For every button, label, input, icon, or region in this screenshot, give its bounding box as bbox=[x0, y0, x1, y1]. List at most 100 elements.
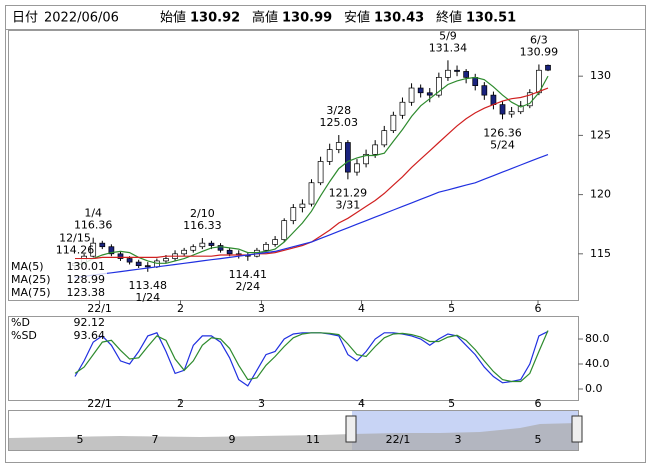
y-tick-label: 80.0 bbox=[585, 332, 610, 345]
field-value: 130.92 bbox=[190, 11, 240, 26]
candle-body bbox=[472, 77, 479, 87]
candle-body bbox=[381, 130, 388, 146]
candle-body bbox=[99, 242, 106, 248]
field-value: 130.51 bbox=[466, 11, 516, 26]
annotation-date: 2/24 bbox=[235, 280, 260, 293]
candle-body bbox=[117, 253, 124, 259]
x-tick-label: 6 bbox=[534, 397, 541, 410]
annotation-price: 114.26 bbox=[56, 244, 95, 257]
legend-name: MA(5) bbox=[11, 260, 44, 273]
navigator-label: 5 bbox=[535, 433, 542, 446]
candle-body bbox=[181, 249, 188, 255]
candle-body bbox=[372, 144, 379, 155]
annotation-price: 130.99 bbox=[520, 45, 559, 58]
annotation-price: 114.41 bbox=[229, 268, 268, 281]
x-tick-label: 4 bbox=[358, 302, 365, 315]
annotation-price: 116.36 bbox=[74, 219, 113, 232]
candle-body bbox=[481, 85, 488, 96]
date-label: 日付 bbox=[12, 11, 38, 26]
navigator-handle[interactable] bbox=[571, 415, 583, 443]
candle-body bbox=[263, 243, 269, 251]
candle-body bbox=[272, 239, 278, 245]
annotation-price: 125.03 bbox=[320, 116, 359, 129]
candle-body bbox=[490, 94, 497, 105]
candle-body bbox=[190, 246, 197, 251]
annotation-price: 131.34 bbox=[429, 41, 468, 54]
candle-body bbox=[517, 105, 524, 113]
y-tick-label: 115 bbox=[590, 247, 611, 260]
date: 2022/06/06 bbox=[44, 11, 119, 26]
candle-body bbox=[526, 92, 533, 107]
legend-name: %SD bbox=[11, 329, 37, 342]
field-label: 始値 bbox=[160, 10, 186, 26]
annotation-date: 3/28 bbox=[326, 104, 351, 117]
x-tick-label: 3 bbox=[258, 302, 265, 315]
y-tick-label: 120 bbox=[590, 188, 611, 201]
candle-body bbox=[126, 258, 133, 263]
annotation-date: 1/24 bbox=[135, 291, 160, 304]
candle-body bbox=[90, 242, 97, 257]
candle-body bbox=[426, 92, 433, 96]
annotation-date: 6/3 bbox=[530, 33, 548, 46]
legend-value: 130.01 bbox=[67, 260, 106, 273]
legend-value: 93.64 bbox=[74, 329, 106, 342]
x-tick-label: 5 bbox=[448, 397, 455, 410]
legend-value: 92.12 bbox=[74, 316, 106, 329]
navigator-label: 22/1 bbox=[386, 433, 411, 446]
candle-body bbox=[208, 242, 215, 246]
navigator-label: 9 bbox=[229, 433, 236, 446]
ma-line bbox=[74, 75, 549, 267]
candle-body bbox=[144, 265, 151, 268]
x-tick-label: 5 bbox=[448, 302, 455, 315]
field-label: 終値 bbox=[436, 10, 462, 26]
y-tick-label: 125 bbox=[590, 128, 611, 141]
candle-body bbox=[445, 69, 451, 78]
navigator-label: 11 bbox=[306, 433, 320, 446]
y-tick-label: 0.0 bbox=[585, 382, 603, 395]
candle-body bbox=[345, 142, 351, 173]
annotation-date: 3/31 bbox=[336, 198, 361, 211]
annotation-price: 121.29 bbox=[329, 186, 368, 199]
annotation-date: 1/4 bbox=[84, 207, 102, 220]
navigator-handle[interactable] bbox=[345, 415, 357, 443]
header: 日付 2022/06/06 bbox=[12, 11, 119, 26]
frame bbox=[5, 5, 646, 463]
field-label: 安値 bbox=[344, 10, 370, 26]
candle-body bbox=[317, 161, 324, 184]
y-tick-label: 130 bbox=[590, 69, 611, 82]
candle-body bbox=[290, 207, 297, 222]
candle-body bbox=[108, 246, 115, 255]
field-value: 130.43 bbox=[374, 11, 424, 26]
stoch-line bbox=[74, 330, 549, 383]
candle-body bbox=[135, 261, 142, 267]
candle-body bbox=[354, 163, 360, 173]
candle-body bbox=[454, 69, 460, 72]
navigator-area bbox=[9, 423, 578, 450]
ma-line bbox=[74, 154, 549, 279]
x-tick-label: 3 bbox=[258, 397, 265, 410]
price-panel bbox=[8, 30, 579, 301]
candle-body bbox=[508, 111, 515, 115]
candle-body bbox=[363, 153, 369, 165]
annotation-price: 126.36 bbox=[483, 126, 522, 139]
candle-body bbox=[545, 64, 551, 71]
navigator-label: 3 bbox=[455, 433, 462, 446]
annotation-price: 116.33 bbox=[183, 219, 222, 232]
candle-body bbox=[281, 220, 288, 240]
candle-body bbox=[308, 182, 315, 205]
candle-body bbox=[390, 114, 397, 132]
candle-body bbox=[499, 104, 506, 115]
x-tick-label: 22/1 bbox=[87, 397, 112, 410]
legend-name: MA(75) bbox=[11, 286, 51, 299]
legend-value: 128.99 bbox=[67, 273, 106, 286]
navigator-label: 7 bbox=[152, 433, 159, 446]
field-label: 高値 bbox=[252, 10, 278, 26]
annotation-date: 5/9 bbox=[439, 29, 457, 42]
legend-name: %D bbox=[11, 316, 30, 329]
x-tick-label: 22/1 bbox=[87, 302, 112, 315]
annotation-price: 113.48 bbox=[129, 279, 168, 292]
navigator-label: 5 bbox=[77, 433, 84, 446]
field-value: 130.99 bbox=[282, 11, 332, 26]
candle-body bbox=[199, 242, 206, 248]
